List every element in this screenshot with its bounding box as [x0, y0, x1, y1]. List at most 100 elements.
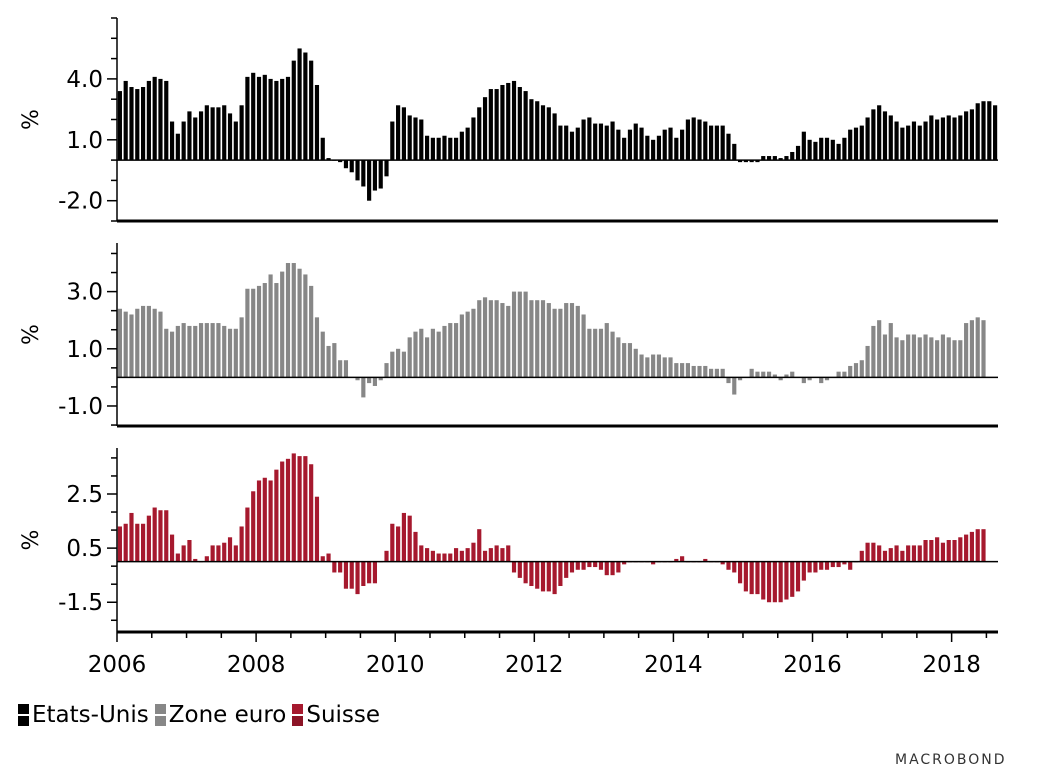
bar-suisse-55 — [436, 553, 441, 562]
bar-zone-euro-124 — [836, 371, 841, 378]
bar-suisse-60 — [465, 548, 470, 562]
bar-etats-unis-143 — [946, 115, 951, 161]
bar-etats-unis-54 — [430, 137, 435, 161]
bar-suisse-120 — [813, 561, 818, 573]
bar-suisse-38 — [338, 561, 343, 573]
bar-suisse-3 — [135, 523, 140, 562]
bar-zone-euro-42 — [361, 377, 366, 398]
bar-etats-unis-8 — [164, 80, 169, 161]
bar-etats-unis-4 — [141, 87, 146, 161]
bar-suisse-141 — [935, 537, 940, 562]
bar-suisse-10 — [175, 553, 180, 562]
bar-zone-euro-70 — [523, 291, 528, 378]
bar-suisse-50 — [407, 515, 412, 562]
bar-etats-unis-146 — [964, 111, 969, 161]
bar-suisse-46 — [384, 550, 389, 562]
bar-zone-euro-112 — [766, 371, 772, 378]
bar-etats-unis-43 — [367, 160, 372, 201]
bar-zone-euro-106 — [732, 377, 737, 395]
bar-suisse-17 — [216, 545, 221, 562]
bar-suisse-123 — [830, 561, 835, 568]
bar-zone-euro-145 — [958, 340, 963, 378]
bar-etats-unis-110 — [755, 160, 760, 163]
bar-etats-unis-115 — [784, 156, 789, 161]
bar-zone-euro-133 — [888, 323, 893, 378]
bar-etats-unis-126 — [848, 129, 853, 161]
bar-etats-unis-69 — [517, 87, 522, 161]
bar-suisse-26 — [268, 480, 273, 562]
bar-suisse-82 — [593, 561, 598, 568]
bar-etats-unis-112 — [766, 156, 772, 161]
bar-etats-unis-81 — [587, 117, 592, 161]
y-tick-label-panel-3-0: -1.5 — [58, 590, 103, 616]
bar-suisse-54 — [430, 550, 435, 562]
bar-suisse-131 — [877, 545, 882, 562]
bar-etats-unis-138 — [917, 125, 922, 161]
bar-suisse-71 — [529, 561, 534, 586]
bar-zone-euro-52 — [419, 328, 424, 378]
bar-zone-euro-128 — [859, 360, 864, 378]
bar-zone-euro-107 — [737, 377, 743, 381]
bar-zone-euro-115 — [784, 374, 789, 378]
bar-etats-unis-56 — [442, 135, 447, 161]
bar-zone-euro-14 — [198, 323, 204, 378]
bar-suisse-27 — [274, 469, 279, 562]
bar-etats-unis-78 — [569, 131, 575, 161]
bar-etats-unis-134 — [894, 121, 899, 161]
bar-etats-unis-116 — [790, 151, 795, 161]
bar-suisse-132 — [882, 550, 888, 562]
bar-etats-unis-9 — [169, 121, 175, 161]
bar-etats-unis-33 — [309, 60, 314, 161]
bar-suisse-4 — [141, 523, 146, 562]
bar-zone-euro-119 — [807, 377, 812, 381]
legend: Etats-Unis Zone euro Suisse — [18, 702, 386, 728]
bar-zone-euro-12 — [187, 325, 192, 378]
bar-etats-unis-12 — [187, 111, 192, 161]
bar-suisse-96 — [674, 558, 679, 562]
bar-zone-euro-36 — [326, 345, 331, 378]
bar-etats-unis-127 — [853, 127, 859, 161]
bar-etats-unis-60 — [465, 127, 470, 161]
bar-zone-euro-126 — [848, 365, 853, 378]
bar-etats-unis-89 — [633, 123, 638, 161]
bar-suisse-63 — [482, 550, 488, 562]
bar-suisse-49 — [401, 512, 406, 562]
bar-zone-euro-129 — [865, 345, 870, 378]
bar-suisse-65 — [494, 545, 499, 562]
bar-zone-euro-96 — [674, 363, 679, 378]
bar-etats-unis-137 — [911, 121, 917, 161]
bar-etats-unis-21 — [239, 105, 244, 161]
bar-zone-euro-18 — [222, 325, 227, 378]
bar-etats-unis-135 — [900, 127, 905, 161]
bar-suisse-47 — [390, 523, 395, 562]
bar-zone-euro-113 — [772, 374, 777, 378]
bar-etats-unis-39 — [343, 160, 349, 169]
bar-etats-unis-58 — [453, 137, 459, 161]
bar-suisse-68 — [511, 561, 517, 573]
bar-zone-euro-134 — [894, 337, 899, 378]
bar-etats-unis-93 — [656, 135, 662, 161]
bar-suisse-70 — [523, 561, 528, 584]
bar-zone-euro-6 — [152, 308, 157, 378]
bar-suisse-75 — [552, 561, 557, 595]
y-tick-label-panel-2-2: 3.0 — [66, 280, 103, 306]
y-unit-label-panel-3: % — [19, 530, 44, 551]
bar-etats-unis-140 — [929, 115, 934, 161]
bar-suisse-105 — [726, 561, 731, 570]
bar-suisse-48 — [396, 526, 401, 562]
bar-zone-euro-78 — [569, 303, 575, 378]
bar-zone-euro-141 — [935, 340, 940, 378]
bar-etats-unis-42 — [361, 160, 366, 187]
legend-item-etats-unis: Etats-Unis — [18, 702, 149, 728]
bar-etats-unis-97 — [680, 129, 685, 161]
legend-item-suisse: Suisse — [292, 702, 380, 728]
bar-suisse-146 — [964, 534, 969, 562]
bar-etats-unis-74 — [546, 107, 551, 161]
bar-etats-unis-98 — [685, 119, 690, 161]
bar-suisse-18 — [222, 542, 227, 562]
bar-zone-euro-68 — [511, 291, 517, 378]
bar-suisse-32 — [303, 456, 308, 562]
bar-zone-euro-34 — [314, 317, 320, 378]
bar-etats-unis-64 — [488, 89, 493, 161]
bar-etats-unis-80 — [581, 119, 586, 161]
